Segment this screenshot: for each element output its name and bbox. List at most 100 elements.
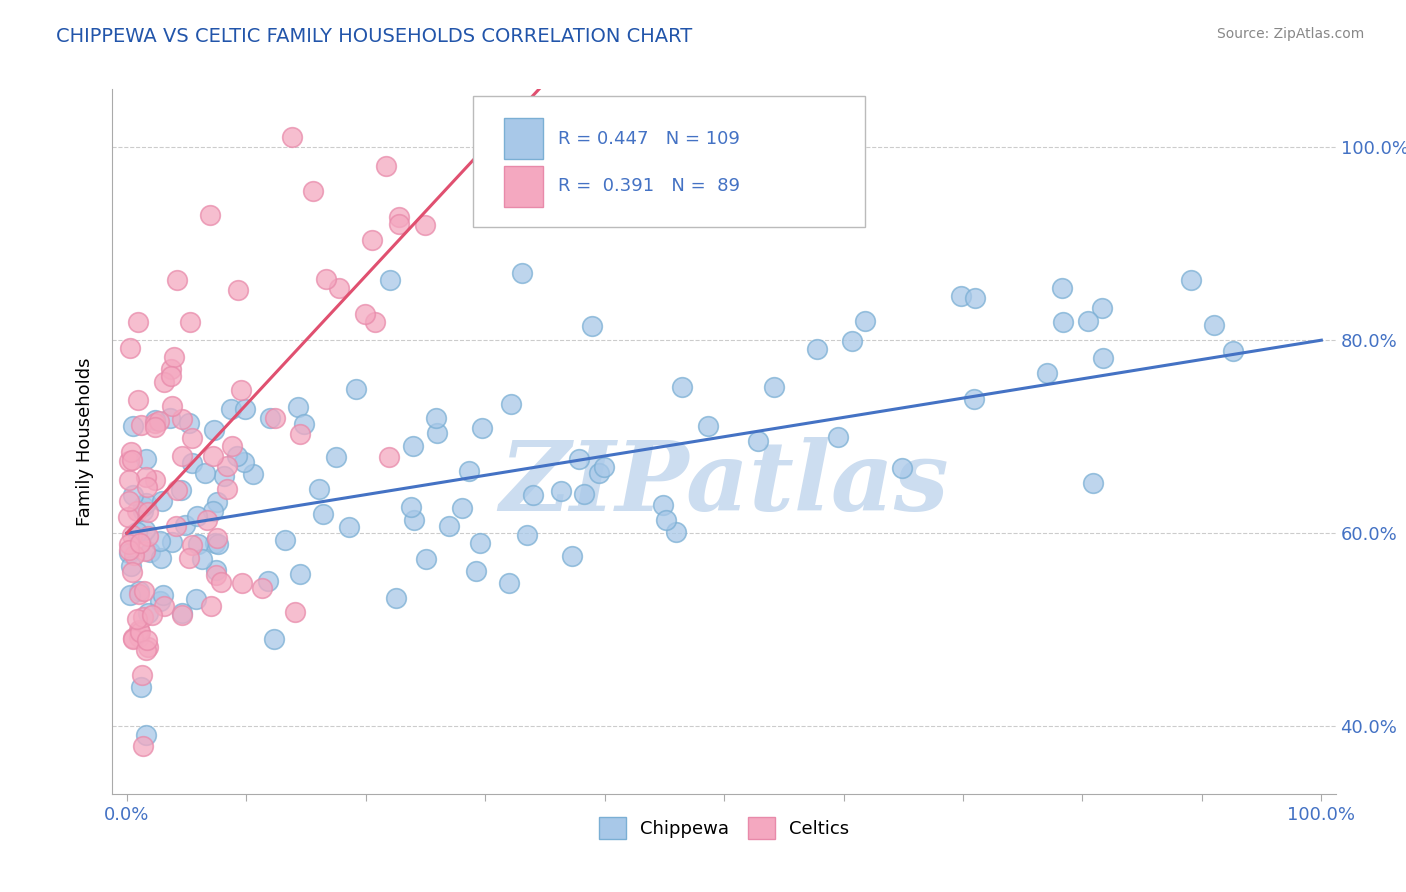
Point xyxy=(191,552,214,566)
Point xyxy=(125,525,148,540)
Point xyxy=(121,632,143,646)
Point xyxy=(399,500,422,515)
Point xyxy=(141,608,163,623)
Point xyxy=(149,533,172,548)
Point xyxy=(128,584,150,599)
Point xyxy=(118,473,141,487)
Point xyxy=(200,599,222,613)
Point xyxy=(120,444,142,458)
Point xyxy=(127,611,149,625)
Point xyxy=(1052,281,1074,295)
Point xyxy=(1036,366,1059,380)
Point xyxy=(1091,301,1114,315)
Point xyxy=(122,549,145,563)
Point xyxy=(388,210,411,224)
Point xyxy=(671,380,693,394)
Point xyxy=(1052,316,1074,330)
Point xyxy=(437,518,460,533)
Point xyxy=(301,185,323,199)
Point xyxy=(135,496,157,510)
Point xyxy=(136,529,159,543)
Point xyxy=(132,500,155,514)
Point xyxy=(136,505,159,519)
Point xyxy=(763,380,786,394)
Point xyxy=(138,545,160,559)
Point xyxy=(523,111,546,125)
FancyBboxPatch shape xyxy=(503,166,543,207)
Point xyxy=(231,576,253,591)
Point xyxy=(499,397,522,411)
Point xyxy=(288,566,311,581)
Text: R =  0.391   N =  89: R = 0.391 N = 89 xyxy=(558,178,740,195)
Point xyxy=(129,417,152,432)
Point xyxy=(361,233,384,247)
Point xyxy=(263,632,285,646)
Point xyxy=(129,680,152,694)
Point xyxy=(292,417,315,431)
Point xyxy=(163,350,186,364)
Point xyxy=(281,129,304,144)
Point xyxy=(853,313,876,327)
Point xyxy=(325,450,347,464)
Point xyxy=(166,483,188,497)
Point xyxy=(127,315,149,329)
Point xyxy=(337,520,360,534)
Point xyxy=(122,632,145,646)
Point xyxy=(364,315,387,329)
Point xyxy=(540,111,562,125)
Point xyxy=(150,551,173,566)
Point xyxy=(136,480,159,494)
Point xyxy=(128,623,150,637)
Point xyxy=(152,589,174,603)
Point xyxy=(205,568,228,582)
Point xyxy=(201,504,224,518)
Point xyxy=(181,456,204,470)
FancyBboxPatch shape xyxy=(503,118,543,159)
Point xyxy=(595,111,617,125)
Point xyxy=(205,532,228,546)
Point xyxy=(344,382,367,396)
Point xyxy=(160,399,183,413)
Point xyxy=(149,593,172,607)
Point xyxy=(963,392,986,406)
Point xyxy=(233,455,256,469)
Point xyxy=(468,536,491,550)
Point xyxy=(132,739,155,753)
Point xyxy=(568,452,591,467)
Point xyxy=(288,427,311,442)
Point xyxy=(235,401,257,416)
Point xyxy=(165,519,187,533)
Point xyxy=(574,487,596,501)
Point xyxy=(311,507,333,521)
Point xyxy=(179,315,201,329)
Point xyxy=(219,401,242,416)
FancyBboxPatch shape xyxy=(474,96,865,227)
Point xyxy=(145,413,167,427)
Point xyxy=(143,473,166,487)
Point xyxy=(315,271,337,285)
Point xyxy=(1202,318,1225,332)
Point xyxy=(198,208,221,222)
Point xyxy=(287,401,309,415)
Point xyxy=(117,510,139,524)
Point xyxy=(516,528,538,542)
Point xyxy=(226,449,249,463)
Point xyxy=(150,494,173,508)
Point xyxy=(651,498,673,512)
Point xyxy=(170,449,193,463)
Point xyxy=(425,410,447,425)
Point xyxy=(127,393,149,408)
Text: ZIPatlas: ZIPatlas xyxy=(499,437,949,531)
Point xyxy=(134,544,156,558)
Point xyxy=(264,411,287,425)
Point xyxy=(402,439,425,453)
Point xyxy=(143,416,166,430)
Point xyxy=(308,482,330,496)
Point xyxy=(378,272,401,286)
Point xyxy=(166,273,188,287)
Point xyxy=(122,488,145,502)
Point xyxy=(384,591,406,606)
Point xyxy=(242,467,264,482)
Point xyxy=(510,266,533,280)
Point xyxy=(465,564,488,578)
